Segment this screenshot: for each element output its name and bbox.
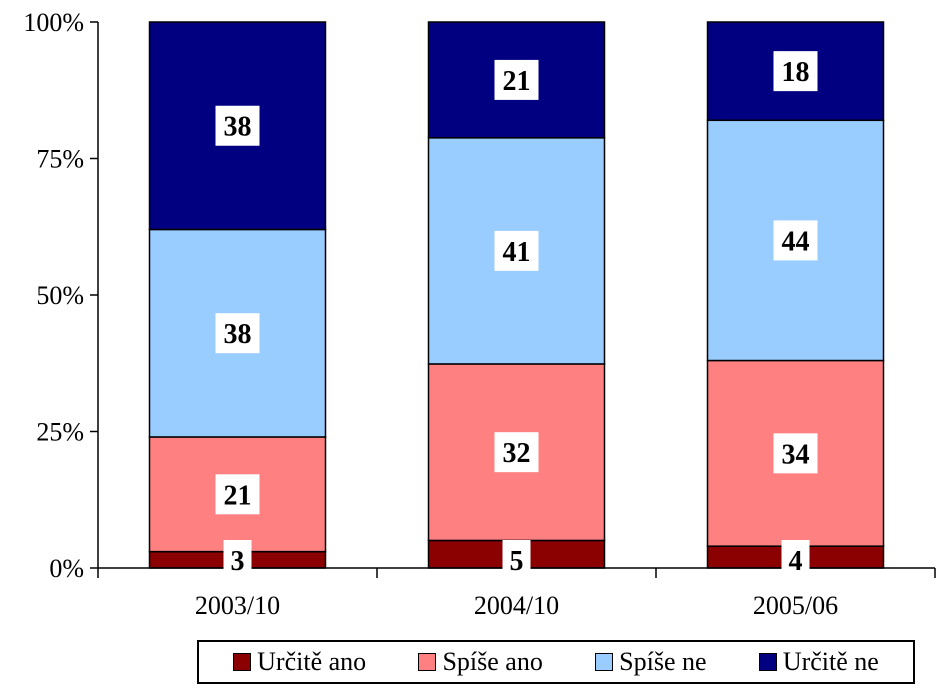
data-label-1-2: 5 — [510, 546, 524, 577]
data-label-2-1: 21 — [224, 480, 252, 511]
data-label-4-1: 38 — [224, 112, 252, 143]
legend-item-2: Spíše ano — [418, 647, 543, 677]
legend-item-4: Určitě ne — [758, 647, 879, 677]
data-label-2-2: 32 — [503, 438, 531, 469]
legend-item-1: Určitě ano — [233, 647, 366, 677]
data-label-box-3-1 — [215, 313, 260, 354]
data-label-box-4-2 — [494, 59, 539, 100]
data-label-4-2: 21 — [503, 66, 531, 97]
legend-label-3: Spíše ne — [619, 647, 707, 676]
data-label-box-4-3 — [773, 51, 818, 92]
data-label-box-4-1 — [215, 105, 260, 146]
data-label-1-1: 3 — [231, 546, 245, 577]
x-tick-label-2: 2004/10 — [474, 591, 559, 620]
x-tick-label-3: 2005/06 — [753, 591, 838, 620]
legend: Určitě ano Spíše ano Spíše ne Určitě ne — [197, 640, 915, 684]
data-label-box-1-2 — [502, 540, 531, 580]
x-tick-label-1: 2003/10 — [195, 591, 280, 620]
legend-swatch-3 — [595, 653, 614, 671]
data-label-3-1: 38 — [224, 319, 252, 350]
y-tick-label-2: 50% — [36, 281, 84, 310]
legend-item-3: Spíše ne — [595, 647, 707, 677]
data-labels-layer: 3 21 38 38 5 32 41 21 4 34 44 18 — [215, 51, 818, 580]
data-label-box-2-1 — [215, 474, 260, 515]
legend-swatch-1 — [233, 653, 252, 671]
y-tick-label-4: 100% — [23, 8, 84, 37]
y-tick-label-1: 25% — [36, 418, 84, 447]
legend-label-1: Určitě ano — [257, 647, 367, 676]
data-label-4-3: 18 — [782, 57, 810, 88]
data-label-3-3: 44 — [782, 226, 810, 257]
data-label-box-1-1 — [223, 540, 252, 580]
data-label-box-3-3 — [773, 220, 818, 261]
legend-label-4: Určitě ne — [782, 647, 879, 676]
legend-label-2: Spíše ano — [442, 647, 543, 676]
y-tick-label-0: 0% — [49, 554, 84, 583]
data-label-1-3: 4 — [789, 546, 803, 577]
data-label-2-3: 34 — [782, 439, 810, 470]
data-label-box-2-3 — [773, 433, 818, 474]
legend-swatch-2 — [418, 653, 437, 671]
bars-layer — [148, 21, 885, 569]
data-label-3-2: 41 — [503, 237, 531, 268]
legend-swatch-4 — [758, 653, 777, 671]
y-tick-label-3: 75% — [36, 145, 84, 174]
data-label-box-2-2 — [494, 432, 539, 473]
data-label-box-1-3 — [781, 540, 810, 580]
data-label-box-3-2 — [494, 230, 539, 271]
